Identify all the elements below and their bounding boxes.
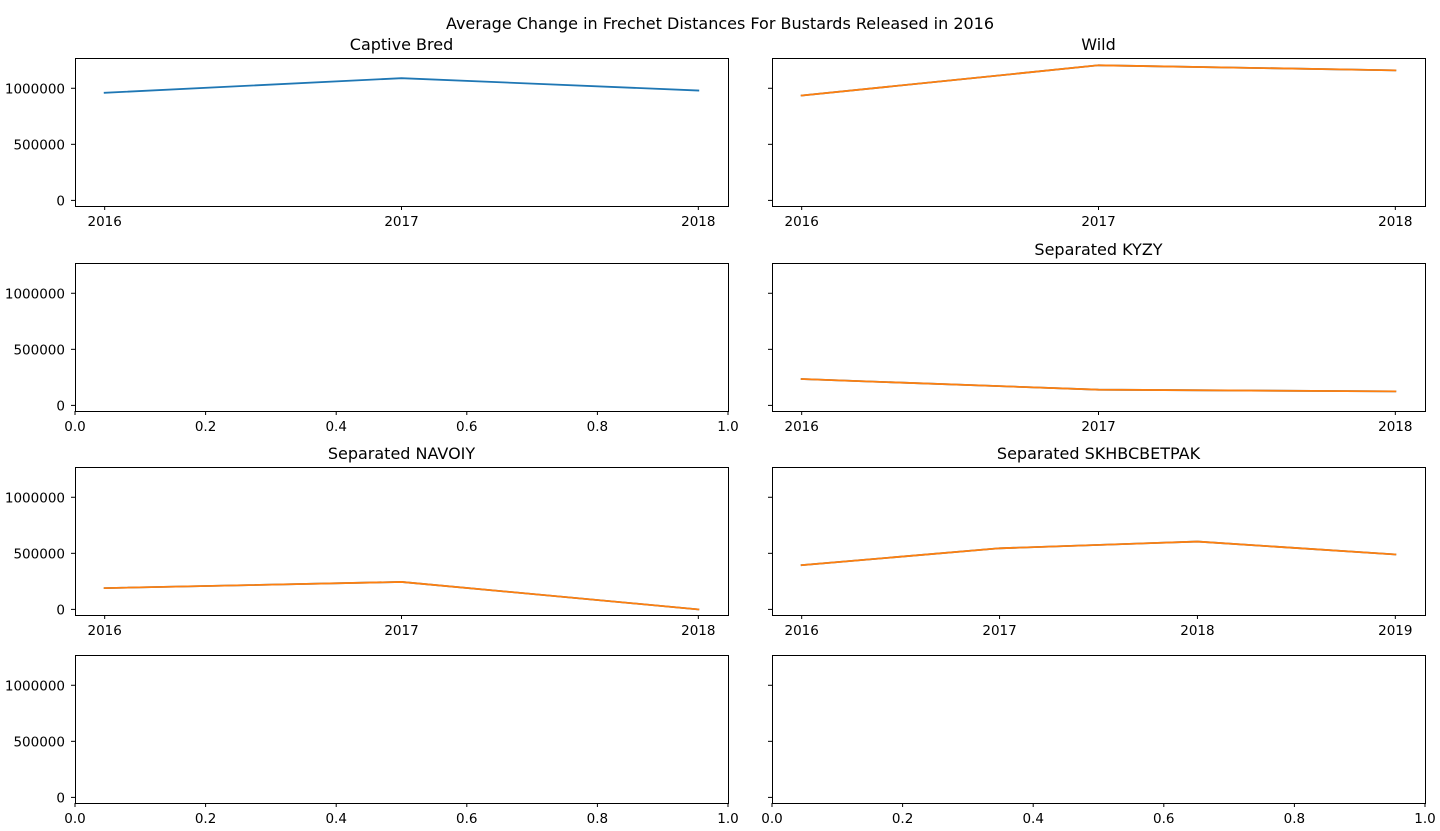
x-tick-label: 0.0 [64, 811, 85, 827]
subplot-2: Wild 2016 2017 2018 [768, 35, 1426, 230]
y-tick-label: 1000000 [5, 490, 65, 506]
x-tick-label: 2018 [1378, 419, 1412, 435]
x-tick-label: 2016 [785, 419, 819, 435]
x-tick-label: 2019 [1378, 623, 1412, 639]
x-tick-label: 0.2 [892, 811, 913, 827]
x-tick-label: 0.6 [456, 811, 477, 827]
x-tick-label: 0.0 [761, 811, 782, 827]
x-tick-label: 1.0 [717, 811, 738, 827]
y-tick-label: 1000000 [5, 678, 65, 694]
subplot-title: Captive Bred [350, 35, 453, 54]
x-tick-label: 2017 [384, 214, 418, 230]
x-tick-label: 2017 [982, 623, 1016, 639]
x-tick-label: 2016 [785, 623, 819, 639]
x-tick-label: 2016 [785, 214, 819, 230]
subplot-4: Separated KYZY 2016 2017 2018 [768, 240, 1426, 435]
x-tick-label: 0.6 [1153, 811, 1174, 827]
axes-frame [772, 58, 1426, 207]
y-tick-label: 1000000 [5, 286, 65, 302]
axes-frame [75, 655, 729, 804]
x-tick-label: 2017 [1081, 214, 1115, 230]
x-tick-label: 2018 [681, 623, 715, 639]
x-tick-label: 0.8 [587, 419, 608, 435]
x-tick-label: 0.4 [325, 811, 346, 827]
subplot-1: Captive Bred 0 500000 1000000 2016 2017 2018 [5, 35, 729, 230]
x-tick-label: 0.6 [456, 419, 477, 435]
x-tick-label: 2018 [1378, 214, 1412, 230]
x-tick-label: 2017 [1081, 419, 1115, 435]
y-tick-label: 0 [56, 193, 65, 209]
x-tick-label: 2018 [681, 214, 715, 230]
subplot-3: 0 500000 1000000 0.0 0.2 0.4 0.6 0.8 1.0 [5, 263, 739, 435]
x-tick-label: 2016 [88, 623, 122, 639]
x-tick-label: 0.2 [195, 419, 216, 435]
y-tick-label: 0 [56, 602, 65, 618]
subplot-7: 0 500000 1000000 0.0 0.2 0.4 0.6 0.8 1.0 [5, 655, 739, 827]
series-line-2 [800, 378, 1397, 393]
y-tick-label: 500000 [13, 546, 65, 562]
x-tick-label: 0.8 [587, 811, 608, 827]
series-line-1 [103, 77, 700, 94]
y-tick-label: 500000 [13, 137, 65, 153]
subplot-title: Separated SKHBCBETPAK [997, 444, 1201, 463]
axes-frame [772, 467, 1426, 616]
series-line-2 [800, 64, 1397, 97]
x-tick-label: 1.0 [1414, 811, 1435, 827]
axes-frame [75, 263, 729, 412]
y-tick-label: 500000 [13, 342, 65, 358]
series-line-2 [800, 540, 1397, 567]
axes-frame [772, 655, 1426, 804]
subplot-8: 0.0 0.2 0.4 0.6 0.8 1.0 [761, 655, 1436, 827]
y-tick-label: 500000 [13, 734, 65, 750]
subplot-title: Wild [1081, 35, 1116, 54]
axes-frame [75, 467, 729, 616]
y-tick-label: 0 [56, 398, 65, 414]
x-tick-label: 0.2 [195, 811, 216, 827]
subplot-5: Separated NAVOIY 0 500000 1000000 2016 2017 20… [5, 444, 729, 639]
series-line-1 [800, 64, 1397, 97]
x-tick-label: 1.0 [717, 419, 738, 435]
x-tick-label: 2018 [1180, 623, 1214, 639]
x-tick-label: 2016 [88, 214, 122, 230]
x-tick-label: 0.4 [1022, 811, 1043, 827]
series-line-2 [103, 581, 700, 611]
subplot-6: Separated SKHBCBETPAK 2016 2017 2018 2019 [768, 444, 1426, 639]
subplot-title: Separated NAVOIY [328, 444, 476, 463]
y-tick-label: 1000000 [5, 81, 65, 97]
x-tick-label: 0.4 [325, 419, 346, 435]
subplot-title: Separated KYZY [1034, 240, 1162, 259]
x-tick-label: 0.0 [64, 419, 85, 435]
x-tick-label: 0.8 [1284, 811, 1305, 827]
x-tick-label: 2017 [384, 623, 418, 639]
y-tick-label: 0 [56, 790, 65, 806]
axes-frame [75, 58, 729, 207]
figure-title: Average Change in Frechet Distances For … [446, 14, 994, 33]
